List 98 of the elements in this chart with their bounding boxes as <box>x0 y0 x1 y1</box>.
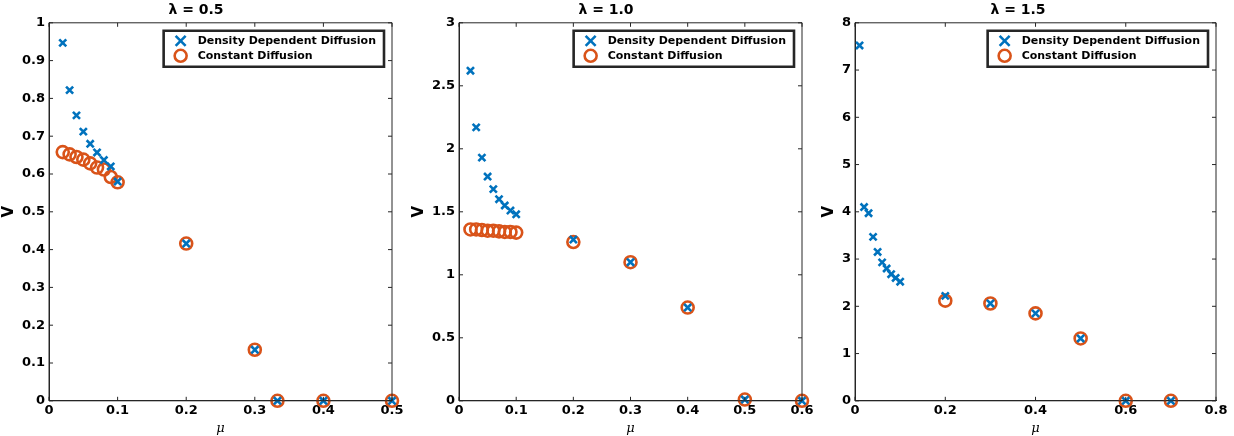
point <box>868 232 878 242</box>
point <box>511 209 522 220</box>
y-tick-label: 1 <box>35 14 46 30</box>
x-tick-label: 0.3 <box>619 401 643 417</box>
y-tick-label: 0.8 <box>22 89 46 105</box>
y-tick-label: 8 <box>842 14 852 30</box>
point <box>486 223 501 238</box>
point <box>85 138 96 149</box>
legend-label: Constant Diffusion <box>607 48 723 62</box>
point <box>863 208 874 219</box>
y-axis-title: V <box>408 205 427 218</box>
point <box>872 247 883 257</box>
point <box>859 202 869 212</box>
point <box>877 257 887 268</box>
y-tick-label: 0.5 <box>432 329 456 345</box>
point <box>508 225 524 240</box>
chart-title: λ = 0.5 <box>168 1 224 18</box>
point <box>55 144 71 160</box>
y-tick-label: 6 <box>842 108 852 124</box>
point <box>491 224 507 239</box>
point <box>499 200 510 211</box>
y-axis-title: V <box>818 205 837 218</box>
x-tick-label: 0.1 <box>504 401 528 417</box>
point <box>76 152 91 167</box>
y-tick-label: 0.7 <box>22 127 46 143</box>
point <box>895 276 905 287</box>
y-tick-label: 0.5 <box>22 203 46 219</box>
point <box>71 110 82 121</box>
y-tick-label: 0.6 <box>22 165 46 181</box>
y-tick-label: 0.2 <box>22 316 46 332</box>
point <box>505 205 516 216</box>
point <box>64 85 75 95</box>
x-tick-label: 0.2 <box>174 401 198 417</box>
y-tick-label: 2 <box>445 140 456 156</box>
legend-label: Density Dependent Diffusion <box>607 33 786 47</box>
x-tick-label: 0.4 <box>676 401 700 417</box>
point <box>471 122 482 133</box>
x-tick-label: 0.4 <box>311 401 335 417</box>
x-tick-label: 0.1 <box>106 401 130 417</box>
point <box>78 126 89 137</box>
point <box>57 38 68 48</box>
legend-label: Constant Diffusion <box>1021 48 1137 62</box>
point <box>105 161 116 172</box>
x-axis-title: μ <box>216 419 225 435</box>
legend-label: Density Dependent Diffusion <box>1021 33 1200 47</box>
y-tick-label: 1 <box>445 266 456 282</box>
x-tick-label: 0.6 <box>790 401 814 417</box>
y-tick-label: 2 <box>842 297 852 313</box>
y-tick-label: 7 <box>842 61 852 77</box>
point <box>468 222 484 237</box>
point <box>886 269 896 280</box>
y-axis-title: V <box>0 205 17 218</box>
point <box>92 147 102 158</box>
x-tick-label: 0.8 <box>1204 401 1228 417</box>
x-tick-label: 0.2 <box>561 401 585 417</box>
y-tick-label: 0.1 <box>22 354 46 370</box>
point <box>463 222 478 237</box>
point <box>474 222 490 238</box>
point <box>89 160 105 175</box>
point <box>497 224 513 240</box>
x-axis-title: μ <box>626 419 635 435</box>
y-tick-label: 1.5 <box>432 203 456 219</box>
y-tick-label: 3 <box>842 250 852 266</box>
x-tick-label: 0.5 <box>733 401 757 417</box>
legend-label: Constant Diffusion <box>197 48 313 62</box>
y-tick-label: 3 <box>445 14 456 30</box>
legend-label: Density Dependent Diffusion <box>197 33 376 47</box>
x-tick-label: 0.5 <box>380 401 404 417</box>
x-tick-label: 0.3 <box>243 401 267 417</box>
point <box>477 152 487 163</box>
point <box>82 156 98 171</box>
y-tick-label: 0.3 <box>22 278 46 294</box>
y-tick-label: 0.4 <box>22 240 46 256</box>
point <box>103 169 119 185</box>
chart-title: λ = 1.5 <box>990 1 1046 18</box>
point <box>465 65 476 76</box>
point <box>881 263 892 274</box>
chart-title: λ = 1.0 <box>578 1 634 18</box>
y-tick-label: 0.9 <box>22 51 46 67</box>
point <box>940 291 951 301</box>
x-tick-label: 0.4 <box>1024 401 1048 417</box>
x-tick-label: 0.2 <box>933 401 957 417</box>
point <box>62 147 77 162</box>
y-tick-label: 4 <box>842 203 852 219</box>
y-tick-label: 1 <box>842 344 852 360</box>
y-tick-label: 5 <box>842 155 852 171</box>
point <box>503 224 518 240</box>
point <box>482 171 493 182</box>
point <box>69 149 84 165</box>
point <box>480 223 495 238</box>
point <box>99 155 109 165</box>
point <box>494 194 504 205</box>
y-tick-label: 2.5 <box>432 77 456 93</box>
x-tick-label: 0.6 <box>1114 401 1138 417</box>
point <box>854 40 865 51</box>
point <box>890 273 901 283</box>
x-axis-title: μ <box>1031 419 1040 435</box>
point <box>488 184 499 194</box>
